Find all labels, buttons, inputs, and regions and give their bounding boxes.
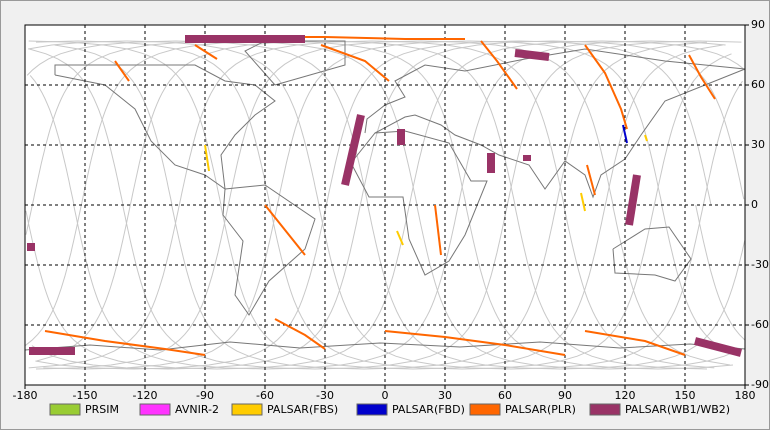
legend-label: PALSAR(FBS) [267, 403, 338, 416]
orbit-track [612, 204, 731, 366]
swath [264, 204, 306, 256]
coast [24, 341, 746, 351]
swath [622, 124, 628, 144]
legend-swatch [469, 403, 501, 416]
legend-swatch [589, 403, 621, 416]
orbit-track [29, 75, 75, 206]
y-tick-label: -30 [751, 258, 769, 271]
orbit-track [35, 40, 271, 206]
swath [204, 144, 210, 172]
y-tick-label: 0 [751, 198, 758, 211]
swath [320, 44, 390, 82]
legend: PRSIM AVNIR-2 PALSAR(FBS) PALSAR(FBD) PALSAR… [49, 403, 730, 416]
swath [584, 44, 628, 130]
y-tick-label: 30 [751, 138, 765, 151]
x-tick-label: -180 [13, 389, 38, 402]
swath [644, 134, 648, 142]
swath [44, 330, 206, 356]
swath [341, 114, 365, 186]
x-tick-label: -120 [133, 389, 158, 402]
swath [580, 192, 586, 212]
swath [586, 164, 596, 196]
orbit-track [171, 41, 708, 370]
coast [612, 226, 692, 282]
legend-label: PALSAR(PLR) [505, 403, 576, 416]
x-tick-label: 150 [675, 389, 696, 402]
swath [480, 40, 518, 90]
swath [114, 60, 130, 82]
orbit-track [26, 40, 369, 206]
swath [584, 330, 686, 356]
x-tick-label: -90 [196, 389, 214, 402]
coast [54, 64, 276, 191]
coast [364, 48, 746, 199]
orbit-track [28, 40, 222, 206]
orbit-track [465, 204, 734, 370]
orbit-track [318, 80, 743, 370]
x-tick-label: 180 [735, 389, 756, 402]
legend-swatch [231, 403, 263, 416]
orbit-track [514, 204, 708, 370]
orbit-track [269, 53, 732, 370]
swath [693, 337, 743, 357]
orbit-track [36, 40, 516, 362]
ticks: -180 -150 -120 -90 -60 -30 0 30 60 90 120 150 180 90 6… [13, 18, 769, 402]
y-tick-label: 90 [751, 18, 765, 31]
coast [222, 184, 316, 316]
coastlines [24, 40, 746, 351]
swath [396, 230, 404, 246]
swath [384, 330, 566, 356]
orbit-track [28, 40, 565, 369]
orbit-track [35, 40, 712, 370]
x-tick-label: -60 [256, 389, 274, 402]
swath [514, 49, 550, 61]
x-tick-label: 120 [615, 389, 636, 402]
legend-swatch [49, 403, 81, 416]
swaths [27, 35, 743, 357]
x-tick-label: -30 [316, 389, 334, 402]
orbit-track [695, 204, 746, 341]
orbit-track [29, 48, 124, 206]
y-tick-label: -90 [751, 378, 769, 391]
legend-swatch [139, 403, 171, 416]
legend-label: AVNIR-2 [175, 403, 219, 416]
y-tick-label: 60 [751, 78, 765, 91]
orbit-track [24, 40, 467, 347]
orbit-track [35, 40, 614, 370]
x-tick-label: 60 [498, 389, 512, 402]
legend-label: PALSAR(FBD) [392, 403, 465, 416]
swath [194, 44, 218, 60]
y-tick-label: -60 [751, 318, 769, 331]
swath [688, 54, 716, 100]
legend-label: PALSAR(WB1/WB2) [625, 403, 730, 416]
x-tick-label: 30 [438, 389, 452, 402]
swath [434, 204, 442, 256]
legend-swatch [356, 403, 388, 416]
orbit-track [25, 40, 746, 370]
x-tick-label: 90 [558, 389, 572, 402]
orbit-track [43, 40, 663, 370]
legend-label: PRSIM [85, 403, 119, 416]
orbit-track [73, 40, 726, 370]
orbit-track [31, 40, 745, 370]
orbit-track [563, 204, 715, 369]
orbit-tracks [24, 40, 746, 370]
x-tick-label: 0 [382, 389, 389, 402]
orbit-track [367, 204, 746, 370]
x-tick-label: -150 [73, 389, 98, 402]
swath [274, 318, 326, 350]
swath [625, 174, 641, 226]
orbit-track [28, 40, 320, 206]
orbit-track [661, 204, 739, 357]
